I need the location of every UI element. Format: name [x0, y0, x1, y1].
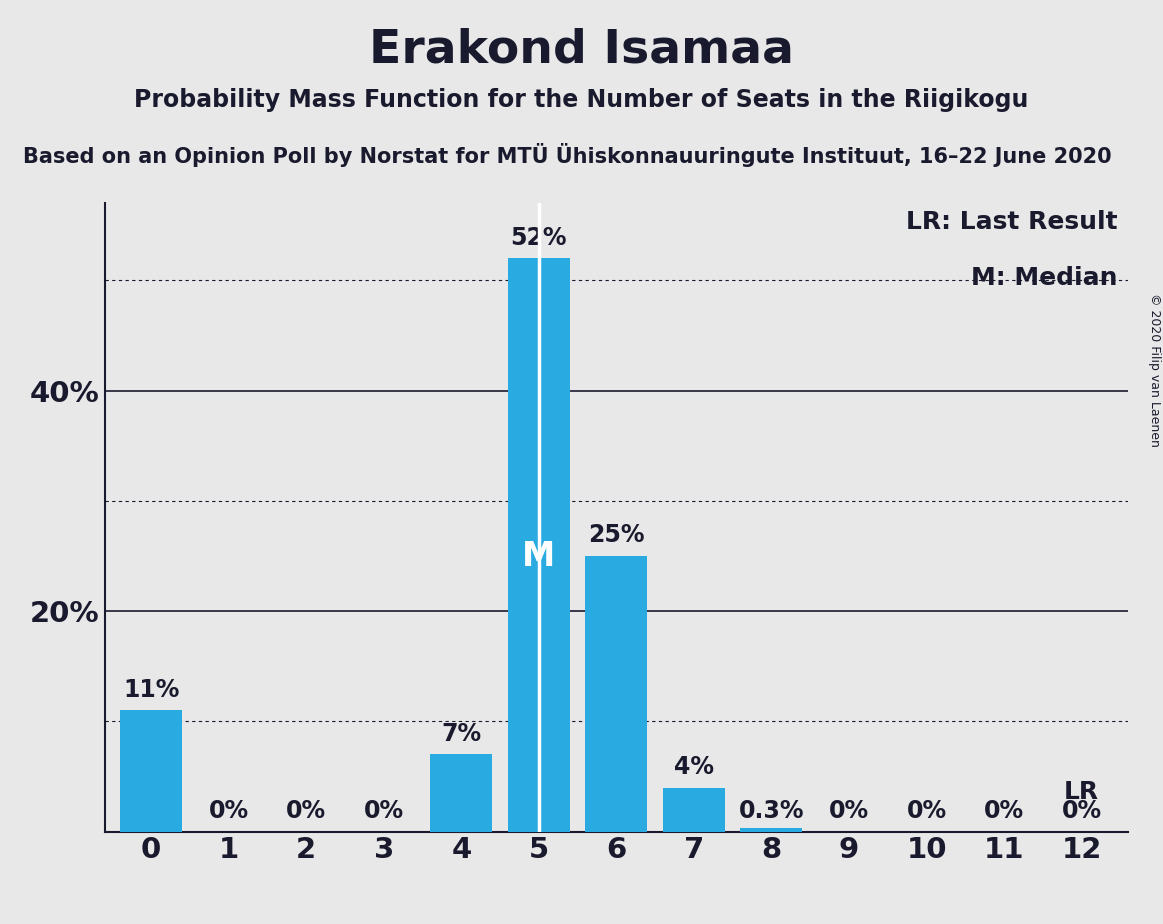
- Bar: [663, 787, 725, 832]
- Bar: [120, 711, 183, 832]
- Text: 52%: 52%: [511, 225, 568, 249]
- Text: Based on an Opinion Poll by Norstat for MTÜ Ühiskonnauuringute Instituut, 16–22 : Based on an Opinion Poll by Norstat for …: [23, 143, 1112, 167]
- Text: 0%: 0%: [906, 798, 947, 822]
- Text: Erakond Isamaa: Erakond Isamaa: [369, 28, 794, 73]
- Text: © 2020 Filip van Laenen: © 2020 Filip van Laenen: [1148, 293, 1162, 446]
- Text: LR: Last Result: LR: Last Result: [906, 210, 1118, 234]
- Bar: [508, 259, 570, 832]
- Text: 0%: 0%: [286, 798, 327, 822]
- Bar: [585, 556, 648, 832]
- Text: 11%: 11%: [123, 677, 179, 701]
- Text: 0%: 0%: [984, 798, 1025, 822]
- Text: 0%: 0%: [208, 798, 249, 822]
- Bar: [741, 828, 802, 832]
- Text: 0%: 0%: [364, 798, 404, 822]
- Text: 0%: 0%: [1062, 798, 1101, 822]
- Text: 4%: 4%: [673, 755, 714, 779]
- Bar: [430, 754, 492, 832]
- Text: Probability Mass Function for the Number of Seats in the Riigikogu: Probability Mass Function for the Number…: [134, 88, 1029, 112]
- Text: LR: LR: [1064, 780, 1099, 804]
- Text: 25%: 25%: [588, 523, 644, 547]
- Text: M: Median: M: Median: [971, 266, 1118, 290]
- Text: 0%: 0%: [829, 798, 869, 822]
- Text: M: M: [522, 540, 556, 573]
- Text: 0.3%: 0.3%: [739, 798, 804, 822]
- Text: 7%: 7%: [441, 722, 481, 746]
